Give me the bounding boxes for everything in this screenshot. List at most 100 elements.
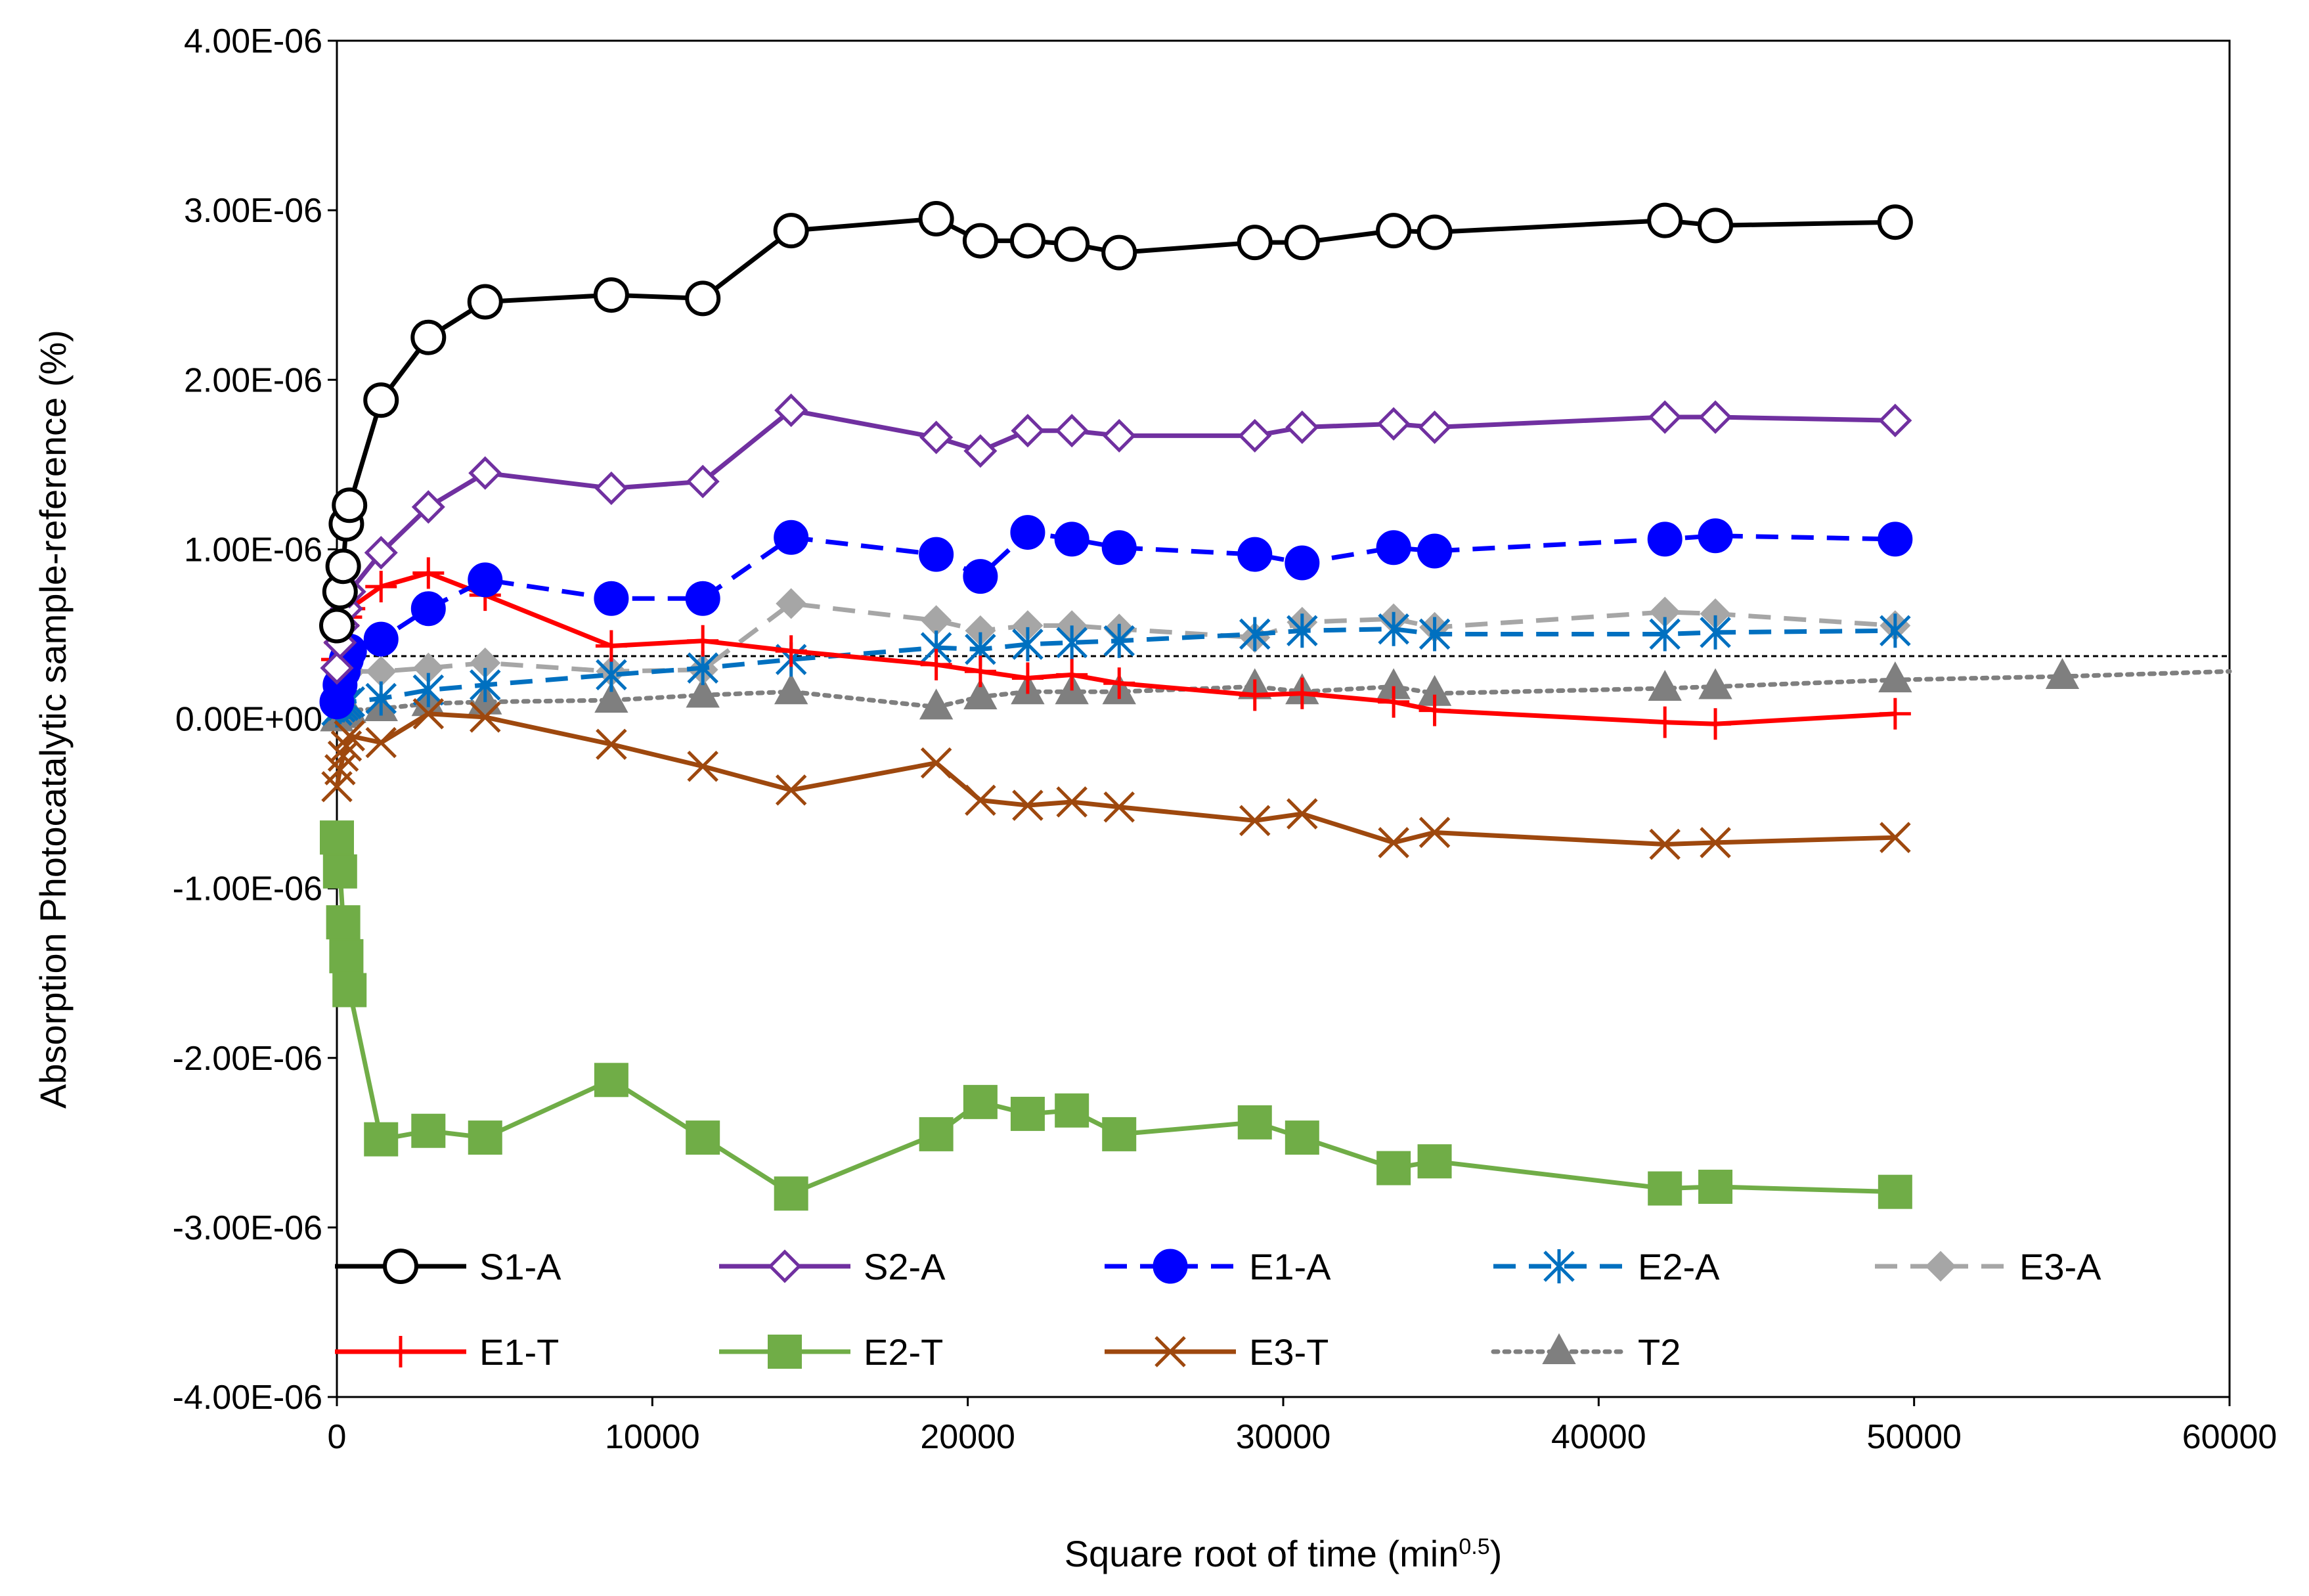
data-point-e3-t [596, 728, 627, 760]
x-tick-label: 60000 [2182, 1418, 2277, 1456]
data-point-e2-t [468, 1120, 502, 1155]
data-point-e3-t [1649, 828, 1681, 860]
data-point-e2-t [963, 1084, 998, 1119]
data-point-e2-t [322, 854, 357, 889]
data-point-e3-t [687, 751, 718, 782]
data-point-s2-a [1238, 418, 1272, 453]
data-point-s1-a [319, 608, 355, 644]
legend-marker [1543, 1249, 1575, 1283]
data-point-s1-a [410, 319, 447, 355]
y-tick-label: 1.00E-06 [184, 531, 322, 569]
plot-area [336, 39, 2231, 1398]
data-point-s2-a [320, 651, 354, 685]
data-point-e1-a [594, 581, 629, 616]
data-point-s1-a [363, 382, 399, 418]
data-point-e3-t [1012, 789, 1044, 821]
data-point-e2-a [1378, 611, 1409, 646]
data-point-e1-t [1286, 677, 1318, 709]
data-point-t2 [1648, 669, 1682, 701]
data-point-e1-a [685, 581, 720, 616]
data-point-s2-a [594, 471, 628, 505]
x-tick-label: 30000 [1236, 1418, 1331, 1456]
data-point-s2-a [468, 456, 502, 490]
data-point-e1-t [964, 655, 996, 688]
data-point-e2-t [1237, 1105, 1272, 1140]
data-point-s1-a [1284, 225, 1320, 261]
y-tick-label: -2.00E-06 [173, 1040, 322, 1078]
data-point-t2 [919, 688, 954, 720]
data-point-s2-a [1285, 410, 1319, 445]
data-point-s1-a [1417, 214, 1453, 250]
data-point-e1-t [1103, 667, 1135, 699]
data-point-e1-a [963, 559, 998, 594]
data-point-t2 [594, 682, 628, 713]
legend-label: E3-T [1249, 1331, 1329, 1373]
data-point-t2 [1878, 661, 1912, 693]
legend-label: S2-A [864, 1246, 946, 1287]
y-tick-label: 3.00E-06 [184, 192, 322, 230]
data-point-s1-a [685, 280, 721, 317]
data-point-s1-a [918, 201, 954, 237]
data-point-e2-t [1648, 1171, 1682, 1206]
data-point-s1-a [1877, 204, 1913, 240]
data-point-e1-a [1376, 530, 1411, 565]
data-point-e1-a [774, 520, 809, 555]
data-point-e2-a [596, 657, 627, 692]
data-point-s1-a [1101, 234, 1137, 271]
data-point-e3-t [965, 784, 996, 816]
data-point-e1-a [1417, 533, 1453, 569]
data-point-e3-t [1056, 786, 1088, 818]
data-point-e3-t [334, 720, 365, 752]
y-tick-label: 0.00E+00 [175, 701, 322, 739]
data-point-e1-t [365, 571, 397, 603]
data-point-e1-t [1056, 659, 1088, 691]
data-point-e2-a [1103, 623, 1135, 658]
data-point-e2-t [411, 1113, 446, 1148]
legend-marker [1154, 1336, 1186, 1367]
data-point-e2-t [332, 973, 367, 1008]
data-point-s2-a [963, 434, 998, 468]
data-point-s2-a [1376, 407, 1411, 441]
data-point-e3-t [412, 698, 445, 730]
legend-label: E2-A [1638, 1246, 1720, 1287]
data-point-e1-a [1237, 537, 1273, 572]
data-point-e1-t [1879, 698, 1911, 730]
legend-label: T2 [1638, 1331, 1681, 1373]
data-point-s1-a [467, 284, 503, 320]
data-point-e1-a [363, 621, 399, 657]
legend-item-t2: T2 [1491, 1331, 1681, 1373]
data-point-e3-t [365, 726, 397, 759]
data-point-e1-a [1054, 521, 1089, 557]
data-point-t2 [1698, 668, 1732, 699]
data-point-e2-t [1698, 1169, 1733, 1204]
data-point-s2-a [411, 490, 445, 524]
data-point-s2-a [1418, 410, 1452, 445]
data-point-s1-a [325, 548, 361, 585]
data-point-e3-t [469, 701, 501, 733]
data-point-s1-a [1647, 202, 1683, 238]
data-point-s1-a [1698, 208, 1734, 244]
data-point-s2-a [1648, 400, 1682, 434]
legend-item-e2-t: E2-T [719, 1331, 943, 1373]
x-tick-label: 40000 [1551, 1418, 1646, 1456]
legend-label: E1-T [479, 1331, 559, 1373]
data-point-e1-t [1011, 662, 1044, 694]
data-point-e3-t [1239, 805, 1271, 837]
data-point-e3-t [920, 747, 952, 779]
legend-marker [1925, 1251, 1956, 1282]
data-point-s2-a [774, 393, 808, 428]
data-point-e1-a [1647, 521, 1682, 557]
series-e3-t [321, 698, 1911, 860]
data-point-e2-t [1285, 1120, 1319, 1155]
legend-label: E2-T [864, 1331, 943, 1373]
data-point-e1-t [687, 625, 719, 657]
x-tick-label: 20000 [920, 1418, 1015, 1456]
data-point-s1-a [332, 487, 368, 523]
data-point-e2-t [364, 1122, 399, 1157]
x-axis-title: Square root of time (min0.5) [1065, 1533, 1503, 1574]
data-point-e2-t [326, 905, 361, 940]
data-point-t2 [963, 678, 998, 709]
data-point-e1-t [412, 557, 445, 589]
legend-marker [768, 1335, 802, 1369]
legend-marker [385, 1336, 416, 1367]
